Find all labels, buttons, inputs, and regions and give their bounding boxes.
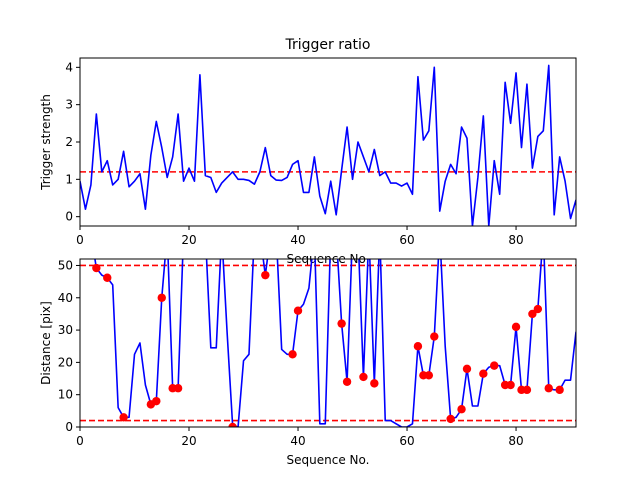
data-point	[457, 405, 466, 414]
y-tick-label: 30	[58, 323, 73, 337]
data-point	[119, 413, 128, 422]
plot-frame	[79, 258, 577, 428]
x-tick-label: 80	[508, 434, 523, 448]
x-tick-label: 40	[290, 233, 305, 247]
y-tick-label: 2	[65, 135, 73, 149]
data-point	[370, 379, 379, 388]
data-point	[359, 372, 368, 382]
data-point	[157, 293, 166, 302]
x-tick-label: 60	[399, 434, 414, 448]
y-tick-label: 3	[65, 98, 73, 112]
data-point	[544, 384, 553, 393]
y-axis-label: Distance [pix]	[39, 301, 53, 385]
x-axis-label: Sequence No.	[287, 453, 370, 467]
series-line-0	[80, 64, 576, 226]
data-point	[228, 422, 237, 427]
y-ticks: 0 1 2 3 4	[65, 60, 80, 224]
data-point	[173, 384, 183, 393]
series-lines	[80, 64, 576, 226]
x-tick-label: 20	[181, 233, 196, 247]
reference-lines	[80, 264, 576, 422]
data-point	[413, 342, 423, 351]
x-tick-label: 40	[290, 434, 305, 448]
y-tick-label: 0	[65, 420, 73, 434]
data-point	[342, 377, 352, 386]
x-tick-label: 0	[76, 434, 84, 448]
y-tick-label: 10	[58, 388, 73, 402]
data-point	[288, 350, 297, 359]
x-tick-label: 0	[76, 233, 84, 247]
x-tick-label: 20	[181, 434, 196, 448]
data-point	[261, 270, 270, 280]
data-point	[462, 364, 472, 374]
data-point	[506, 380, 515, 390]
data-point	[92, 263, 101, 273]
distance-chart: 0 20 40 60 80 0 10 20 30 40 50 Sequence No. Dista…	[39, 258, 577, 467]
y-tick-label: 4	[65, 60, 73, 74]
data-point	[293, 306, 303, 315]
y-tick-label: 0	[65, 210, 73, 224]
x-tick-label: 80	[508, 233, 523, 247]
data-point	[152, 396, 161, 406]
data-point	[424, 371, 434, 380]
y-tick-label: 50	[58, 258, 73, 272]
data-point	[103, 273, 112, 282]
chart-title: Trigger ratio	[284, 37, 370, 53]
data-markers	[92, 263, 564, 427]
data-point	[522, 385, 532, 395]
data-point	[337, 319, 346, 328]
data-point	[446, 414, 455, 424]
y-ticks: 0 10 20 30 40 50	[58, 258, 80, 434]
x-ticks: 0 20 40 60 80	[76, 226, 524, 247]
data-point	[511, 322, 521, 332]
data-point	[479, 369, 488, 378]
data-point	[528, 309, 537, 319]
x-ticks: 0 20 40 60 80	[76, 427, 524, 448]
y-axis-label: Trigger strength	[39, 94, 53, 191]
y-tick-label: 40	[58, 291, 73, 305]
data-point	[555, 385, 564, 395]
y-tick-label: 1	[65, 172, 73, 186]
y-tick-label: 20	[58, 355, 73, 369]
data-point	[430, 332, 439, 341]
data-point	[490, 361, 499, 370]
x-tick-label: 60	[399, 233, 414, 247]
data-point	[533, 304, 543, 314]
